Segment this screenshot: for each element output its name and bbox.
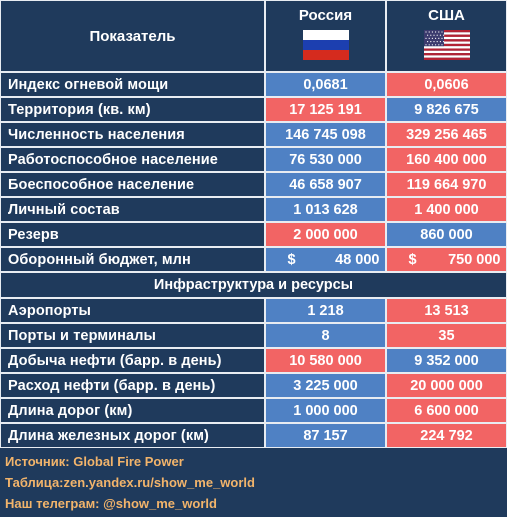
row-label: Длина дорог (км) bbox=[0, 398, 265, 423]
usa-name: США bbox=[428, 7, 465, 24]
usa-value: 1 400 000 bbox=[386, 197, 507, 222]
russia-value: 10 580 000 bbox=[265, 348, 386, 373]
table-row: Добыча нефти (барр. в день) 10 580 000 9 3… bbox=[0, 348, 507, 373]
russia-value: 3 225 000 bbox=[265, 373, 386, 398]
russia-value: 1 013 628 bbox=[265, 197, 386, 222]
table-row: Расход нефти (барр. в день) 3 225 000 20 0… bbox=[0, 373, 507, 398]
russia-value: 146 745 098 bbox=[265, 122, 386, 147]
row-label: Порты и терминалы bbox=[0, 323, 265, 348]
table-row: Длина дорог (км) 1 000 000 6 600 000 bbox=[0, 398, 507, 423]
russia-value: 8 bbox=[265, 323, 386, 348]
russia-value: $48 000 bbox=[265, 247, 386, 272]
russia-value: 17 125 191 bbox=[265, 97, 386, 122]
table-row: Личный состав 1 013 628 1 400 000 bbox=[0, 197, 507, 222]
russia-value: 87 157 bbox=[265, 423, 386, 448]
usa-value: 9 352 000 bbox=[386, 348, 507, 373]
russia-value: 1 000 000 bbox=[265, 398, 386, 423]
row-label: Боеспособное население bbox=[0, 172, 265, 197]
table-row: Индекс огневой мощи 0,0681 0,0606 bbox=[0, 72, 507, 97]
table-header: Показатель Россия США bbox=[0, 0, 507, 72]
row-label: Расход нефти (барр. в день) bbox=[0, 373, 265, 398]
usa-value: $750 000 bbox=[386, 247, 507, 272]
row-label: Резерв bbox=[0, 222, 265, 247]
russia-value: 1 218 bbox=[265, 298, 386, 323]
usa-column-header: США bbox=[386, 0, 507, 72]
section-title: Инфраструктура и ресурсы bbox=[0, 272, 507, 298]
russia-flag-icon bbox=[302, 30, 349, 60]
table-row: Территория (кв. км) 17 125 191 9 826 675 bbox=[0, 97, 507, 122]
usa-value: 224 792 bbox=[386, 423, 507, 448]
table-row: Резерв 2 000 000 860 000 bbox=[0, 222, 507, 247]
usa-value: 329 256 465 bbox=[386, 122, 507, 147]
usa-value: 0,0606 bbox=[386, 72, 507, 97]
row-label: Численность населения bbox=[0, 122, 265, 147]
indicator-header: Показатель bbox=[0, 0, 265, 72]
table-row: Боеспособное население 46 658 907 119 664 … bbox=[0, 172, 507, 197]
footer-table: Таблица:zen.yandex.ru/show_me_world bbox=[5, 475, 255, 490]
section-row: Инфраструктура и ресурсы bbox=[0, 272, 507, 298]
usa-value: 20 000 000 bbox=[386, 373, 507, 398]
row-label: Длина железных дорог (км) bbox=[0, 423, 265, 448]
table-row: Работоспособное население 76 530 000 160 4… bbox=[0, 147, 507, 172]
russia-value: 2 000 000 bbox=[265, 222, 386, 247]
usa-value: 13 513 bbox=[386, 298, 507, 323]
table-row: Оборонный бюджет, млн $48 000 $750 000 bbox=[0, 247, 507, 272]
footer-source: Источник: Global Fire Power bbox=[5, 454, 184, 469]
footer-telegram: Наш телеграм: @show_me_world bbox=[5, 496, 217, 511]
main-rows: Индекс огневой мощи 0,0681 0,0606 Территори… bbox=[0, 72, 507, 272]
row-label: Оборонный бюджет, млн bbox=[0, 247, 265, 272]
row-label: Территория (кв. км) bbox=[0, 97, 265, 122]
comparison-table: Показатель Россия США Индекс огневой мощ… bbox=[0, 0, 507, 448]
russia-name: Россия bbox=[298, 7, 353, 24]
row-label: Индекс огневой мощи bbox=[0, 72, 265, 97]
usa-value: 6 600 000 bbox=[386, 398, 507, 423]
usa-value: 9 826 675 bbox=[386, 97, 507, 122]
usa-value: 860 000 bbox=[386, 222, 507, 247]
usa-value: 160 400 000 bbox=[386, 147, 507, 172]
russia-value: 76 530 000 bbox=[265, 147, 386, 172]
amount: 48 000 bbox=[335, 251, 380, 268]
table-row: Порты и терминалы 8 35 bbox=[0, 323, 507, 348]
russia-value: 0,0681 bbox=[265, 72, 386, 97]
russia-value: 46 658 907 bbox=[265, 172, 386, 197]
row-label: Личный состав bbox=[0, 197, 265, 222]
usa-value: 119 664 970 bbox=[386, 172, 507, 197]
infra-rows: Аэропорты 1 218 13 513 Порты и терминалы 8 35… bbox=[0, 298, 507, 448]
usa-value: 35 bbox=[386, 323, 507, 348]
currency-symbol: $ bbox=[408, 251, 417, 268]
row-label: Добыча нефти (барр. в день) bbox=[0, 348, 265, 373]
table-row: Численность населения 146 745 098 329 256 … bbox=[0, 122, 507, 147]
table-row: Аэропорты 1 218 13 513 bbox=[0, 298, 507, 323]
currency-symbol: $ bbox=[287, 251, 296, 268]
russia-column-header: Россия bbox=[265, 0, 386, 72]
amount: 750 000 bbox=[448, 251, 501, 268]
usa-flag-icon bbox=[423, 30, 470, 60]
row-label: Работоспособное население bbox=[0, 147, 265, 172]
row-label: Аэропорты bbox=[0, 298, 265, 323]
table-row: Длина железных дорог (км) 87 157 224 792 bbox=[0, 423, 507, 448]
